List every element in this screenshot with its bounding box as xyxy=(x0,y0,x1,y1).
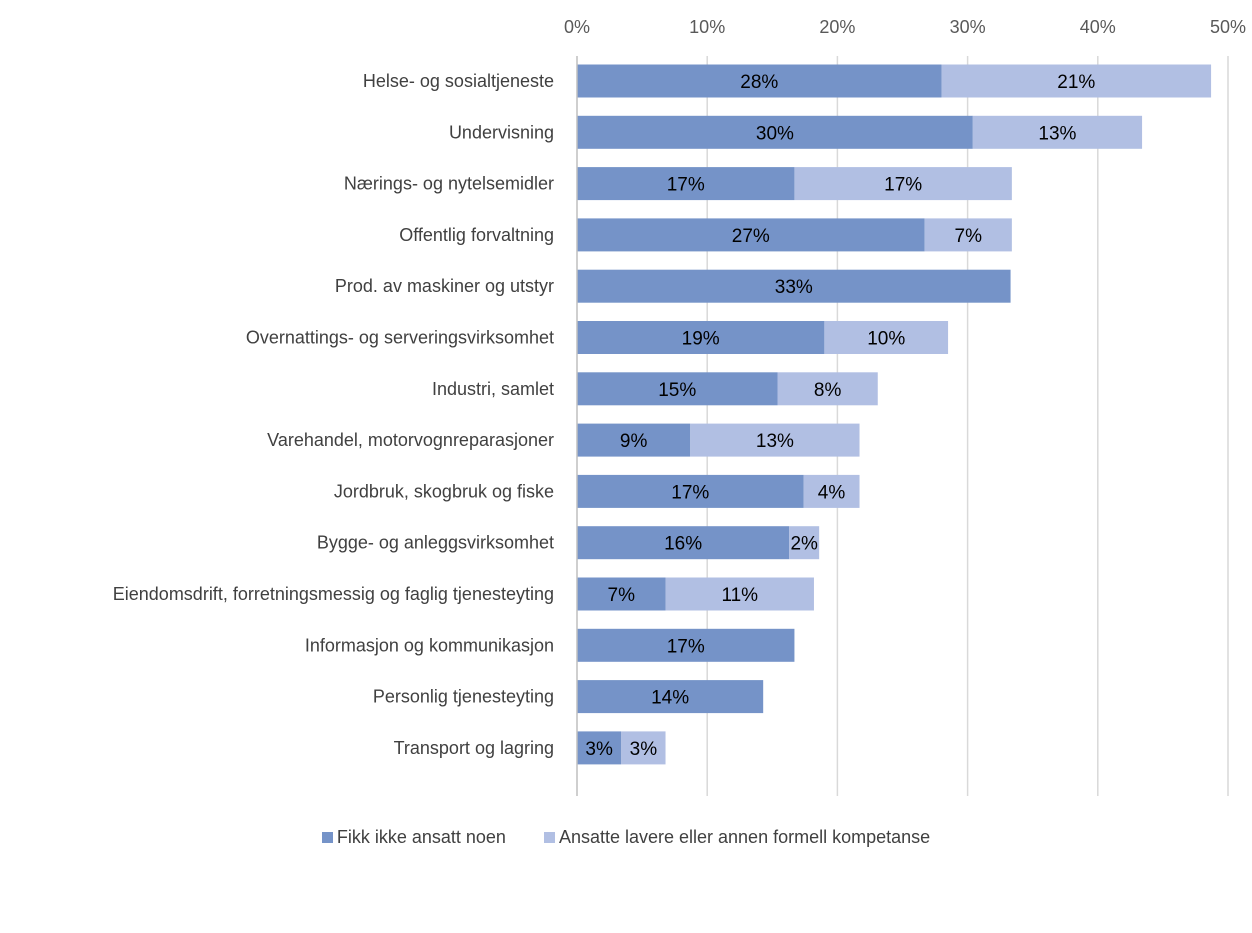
data-label-series-2: 17% xyxy=(884,175,922,196)
bar-series-2 xyxy=(803,474,860,508)
x-tick-label: 30% xyxy=(950,17,986,37)
bar-series-2 xyxy=(924,218,1012,252)
data-labels: 28% 21% 30% 13% 17% 17% 27% 7% 33% 19% 10% 15% 8% 9% 1… xyxy=(585,72,1095,760)
legend-swatch-series-2 xyxy=(543,832,555,843)
x-tick-label: 50% xyxy=(1210,17,1246,37)
bar-series-1 xyxy=(577,731,622,765)
data-label-series-1: 9% xyxy=(620,431,648,452)
category-label: Industri, samlet xyxy=(432,379,554,399)
bar-series-1 xyxy=(577,269,1011,303)
data-label-series-1: 30% xyxy=(756,123,794,144)
data-label-series-2: 13% xyxy=(1038,123,1076,144)
category-label: Helse- og sosialtjeneste xyxy=(363,71,554,91)
category-label: Nærings- og nytelsemidler xyxy=(344,174,554,194)
bar-series-1 xyxy=(577,423,691,457)
data-label-series-2: 21% xyxy=(1057,72,1095,93)
x-tick-label: 0% xyxy=(564,17,590,37)
category-label: Prod. av maskiner og utstyr xyxy=(335,276,554,296)
bar-series-2 xyxy=(777,372,878,406)
bars xyxy=(577,64,1212,765)
bar-series-1 xyxy=(577,218,925,252)
data-label-series-2: 10% xyxy=(867,329,905,350)
data-label-series-2: 11% xyxy=(721,585,758,606)
data-label-series-2: 3% xyxy=(630,739,658,760)
bar-series-2 xyxy=(794,167,1012,201)
data-label-series-1: 3% xyxy=(585,739,613,760)
bar-series-2 xyxy=(972,115,1143,149)
data-label-series-1: 33% xyxy=(775,277,813,298)
data-label-series-1: 17% xyxy=(667,175,705,196)
bar-series-2 xyxy=(690,423,860,457)
bar-series-1 xyxy=(577,474,804,508)
category-label: Personlig tjenesteyting xyxy=(373,687,554,707)
data-label-series-1: 7% xyxy=(608,585,636,606)
data-label-series-1: 19% xyxy=(682,329,720,350)
x-axis-ticks: 0% 10% 20% 30% 40% 50% xyxy=(564,17,1246,37)
bar-series-2 xyxy=(824,321,949,354)
legend-label-series-1: Fikk ikke ansatt noen xyxy=(336,827,506,847)
x-tick-label: 40% xyxy=(1080,17,1116,37)
category-label: Eiendomsdrift, forretningsmessig og fagl… xyxy=(113,584,554,604)
data-label-series-2: 7% xyxy=(955,226,983,247)
bar-series-1 xyxy=(577,372,778,406)
bar-series-2 xyxy=(665,577,814,611)
x-tick-label: 20% xyxy=(819,17,855,37)
data-label-series-1: 15% xyxy=(658,380,696,401)
category-label: Undervisning xyxy=(449,122,554,142)
data-label-series-1: 27% xyxy=(732,226,770,247)
data-label-series-2: 2% xyxy=(790,534,818,555)
data-label-series-2: 4% xyxy=(818,482,846,503)
data-label-series-2: 8% xyxy=(814,380,842,401)
data-label-series-1: 28% xyxy=(740,72,778,93)
bar-series-1 xyxy=(577,64,942,98)
data-label-series-1: 14% xyxy=(651,688,689,709)
bar-series-1 xyxy=(577,321,825,354)
data-label-series-1: 17% xyxy=(671,482,709,503)
bar-series-1 xyxy=(577,167,795,201)
category-label: Offentlig forvaltning xyxy=(399,225,554,245)
category-label: Informasjon og kommunikasjon xyxy=(305,635,554,655)
bar-series-1 xyxy=(577,680,764,714)
category-label: Bygge- og anleggsvirksomhet xyxy=(317,533,554,553)
bar-series-1 xyxy=(577,577,666,611)
category-label: Varehandel, motorvognreparasjoner xyxy=(267,430,554,450)
legend-item-series-1: Fikk ikke ansatt noen xyxy=(321,827,506,848)
bar-series-2 xyxy=(621,731,666,765)
category-label: Jordbruk, skogbruk og fiske xyxy=(334,481,554,501)
category-labels: Helse- og sosialtjeneste Undervisning Næri… xyxy=(113,71,554,758)
data-label-series-1: 17% xyxy=(667,636,705,657)
bar-series-2 xyxy=(789,526,820,560)
data-label-series-2: 13% xyxy=(756,431,794,452)
bar-series-2 xyxy=(941,64,1212,98)
x-tick-label: 10% xyxy=(689,17,725,37)
bar-series-1 xyxy=(577,115,973,149)
category-label: Overnattings- og serveringsvirksomhet xyxy=(246,328,554,348)
legend-label-series-2: Ansatte lavere eller annen formell kompe… xyxy=(558,827,931,847)
data-label-series-1: 16% xyxy=(664,534,702,555)
bar-series-1 xyxy=(577,628,795,662)
legend-swatch-series-1 xyxy=(321,832,333,843)
bar-series-1 xyxy=(577,526,790,560)
legend-item-series-2: Ansatte lavere eller annen formell kompe… xyxy=(543,827,931,848)
stacked-bar-chart: 0% 10% 20% 30% 40% 50% Helse- og sosialtjenes… xyxy=(113,17,1246,796)
category-label: Transport og lagring xyxy=(394,738,554,758)
legend: Fikk ikke ansatt noen Ansatte lavere ell… xyxy=(0,827,1252,848)
